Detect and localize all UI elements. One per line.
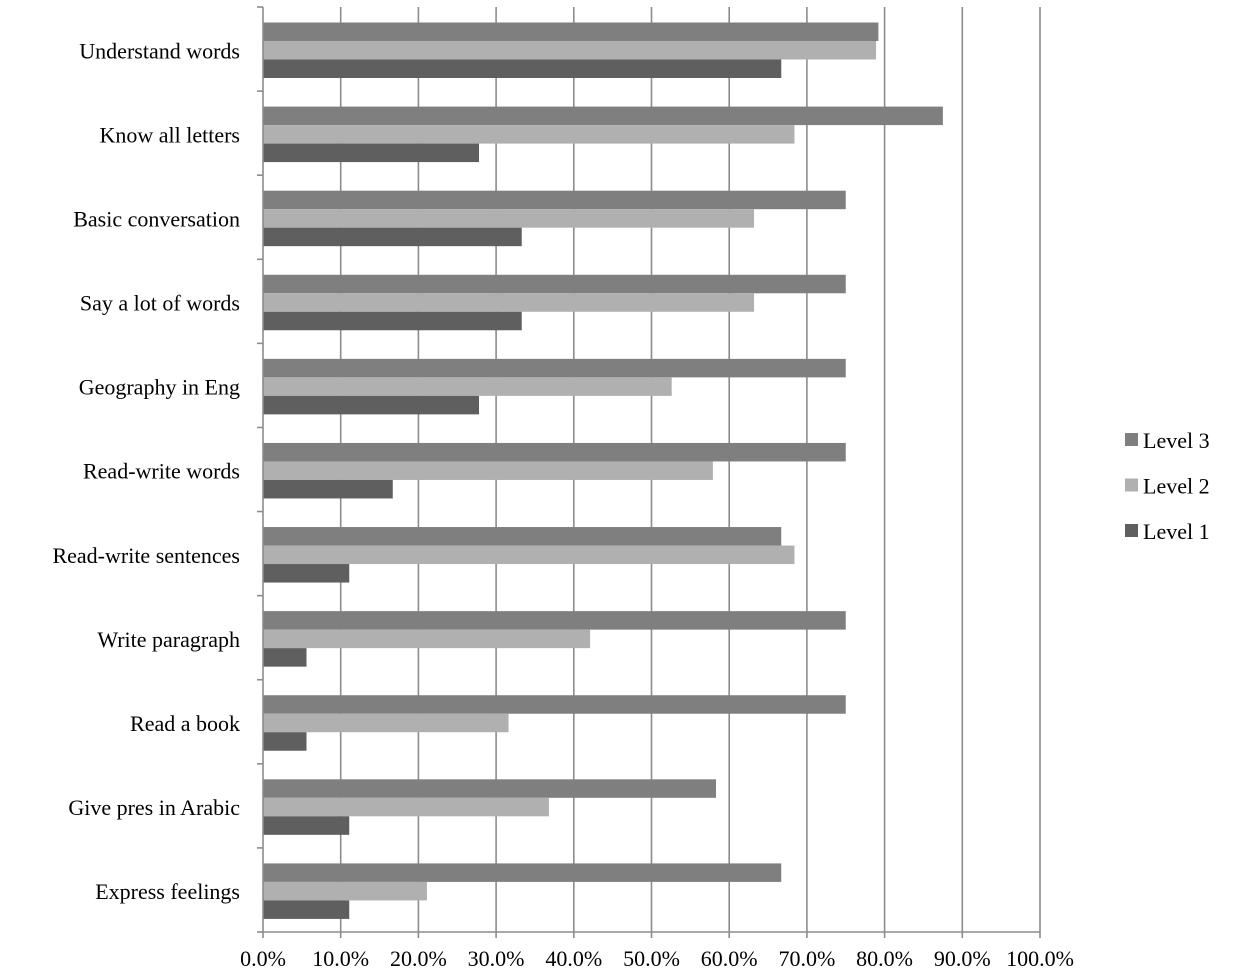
legend-swatch bbox=[1125, 433, 1138, 446]
category-label: Read-write words bbox=[83, 459, 240, 484]
x-tick-label: 40.0% bbox=[545, 946, 602, 971]
legend-label: Level 2 bbox=[1143, 474, 1210, 499]
bar-level-3 bbox=[263, 106, 943, 126]
bar-level-3 bbox=[263, 358, 846, 378]
x-tick-label: 20.0% bbox=[390, 946, 447, 971]
x-tick-label: 80.0% bbox=[856, 946, 913, 971]
bar-level-1 bbox=[263, 816, 350, 835]
bars bbox=[263, 22, 943, 919]
bar-level-1 bbox=[263, 900, 350, 919]
bar-level-1 bbox=[263, 311, 522, 331]
category-label: Express feelings bbox=[95, 879, 240, 904]
category-label: Geography in Eng bbox=[79, 375, 240, 400]
legend-swatch bbox=[1125, 524, 1138, 537]
category-label: Say a lot of words bbox=[80, 291, 240, 316]
bar-level-2 bbox=[263, 293, 755, 312]
bar-level-2 bbox=[263, 209, 755, 228]
category-label: Write paragraph bbox=[97, 627, 240, 652]
category-label: Basic conversation bbox=[73, 206, 240, 231]
category-label: Read-write sentences bbox=[52, 543, 240, 568]
x-tick-label: 0.0% bbox=[240, 946, 286, 971]
bar-level-2 bbox=[263, 545, 795, 565]
bar-level-1 bbox=[263, 395, 480, 415]
bar-level-3 bbox=[263, 611, 846, 630]
labels: 0.0% 10.0% 20.0% 30.0% 40.0% 50.0% 60.0% 70.0% 8… bbox=[52, 38, 1073, 971]
bar-level-2 bbox=[263, 797, 549, 817]
category-label: Know all letters bbox=[99, 122, 240, 147]
axes bbox=[257, 6, 1041, 938]
bar-level-1 bbox=[263, 564, 350, 583]
bar-level-1 bbox=[263, 648, 307, 667]
bar-level-2 bbox=[263, 377, 672, 396]
category-label: Understand words bbox=[79, 38, 240, 63]
legend: Level 3 Level 2 Level 1 bbox=[1125, 428, 1210, 544]
bar-level-1 bbox=[263, 227, 522, 247]
bar-level-3 bbox=[263, 442, 846, 462]
bar-level-3 bbox=[263, 190, 846, 210]
x-tick-label: 90.0% bbox=[934, 946, 991, 971]
bar-level-2 bbox=[263, 713, 509, 733]
bar-level-3 bbox=[263, 779, 716, 798]
bar-level-2 bbox=[263, 125, 795, 144]
bar-level-3 bbox=[263, 863, 782, 882]
category-label: Give pres in Arabic bbox=[68, 795, 240, 820]
bar-level-3 bbox=[263, 22, 879, 41]
bar-level-1 bbox=[263, 732, 307, 751]
bar-level-3 bbox=[263, 274, 846, 294]
bar-level-2 bbox=[263, 41, 877, 60]
bar-level-2 bbox=[263, 461, 713, 480]
bar-level-1 bbox=[263, 59, 782, 78]
x-tick-label: 70.0% bbox=[778, 946, 835, 971]
x-tick-label: 10.0% bbox=[312, 946, 369, 971]
x-tick-label: 100.0% bbox=[1006, 946, 1074, 971]
bar-level-1 bbox=[263, 479, 393, 499]
x-tick-label: 50.0% bbox=[623, 946, 680, 971]
bar-level-3 bbox=[263, 527, 782, 546]
x-tick-label: 60.0% bbox=[701, 946, 758, 971]
category-label: Read a book bbox=[130, 711, 240, 736]
bar-level-3 bbox=[263, 695, 846, 714]
legend-label: Level 3 bbox=[1143, 428, 1210, 453]
bar-level-2 bbox=[263, 881, 427, 901]
legend-label: Level 1 bbox=[1143, 519, 1210, 544]
legend-swatch bbox=[1125, 478, 1138, 492]
x-tick-label: 30.0% bbox=[468, 946, 525, 971]
bar-level-1 bbox=[263, 143, 480, 163]
bar-level-2 bbox=[263, 629, 591, 649]
